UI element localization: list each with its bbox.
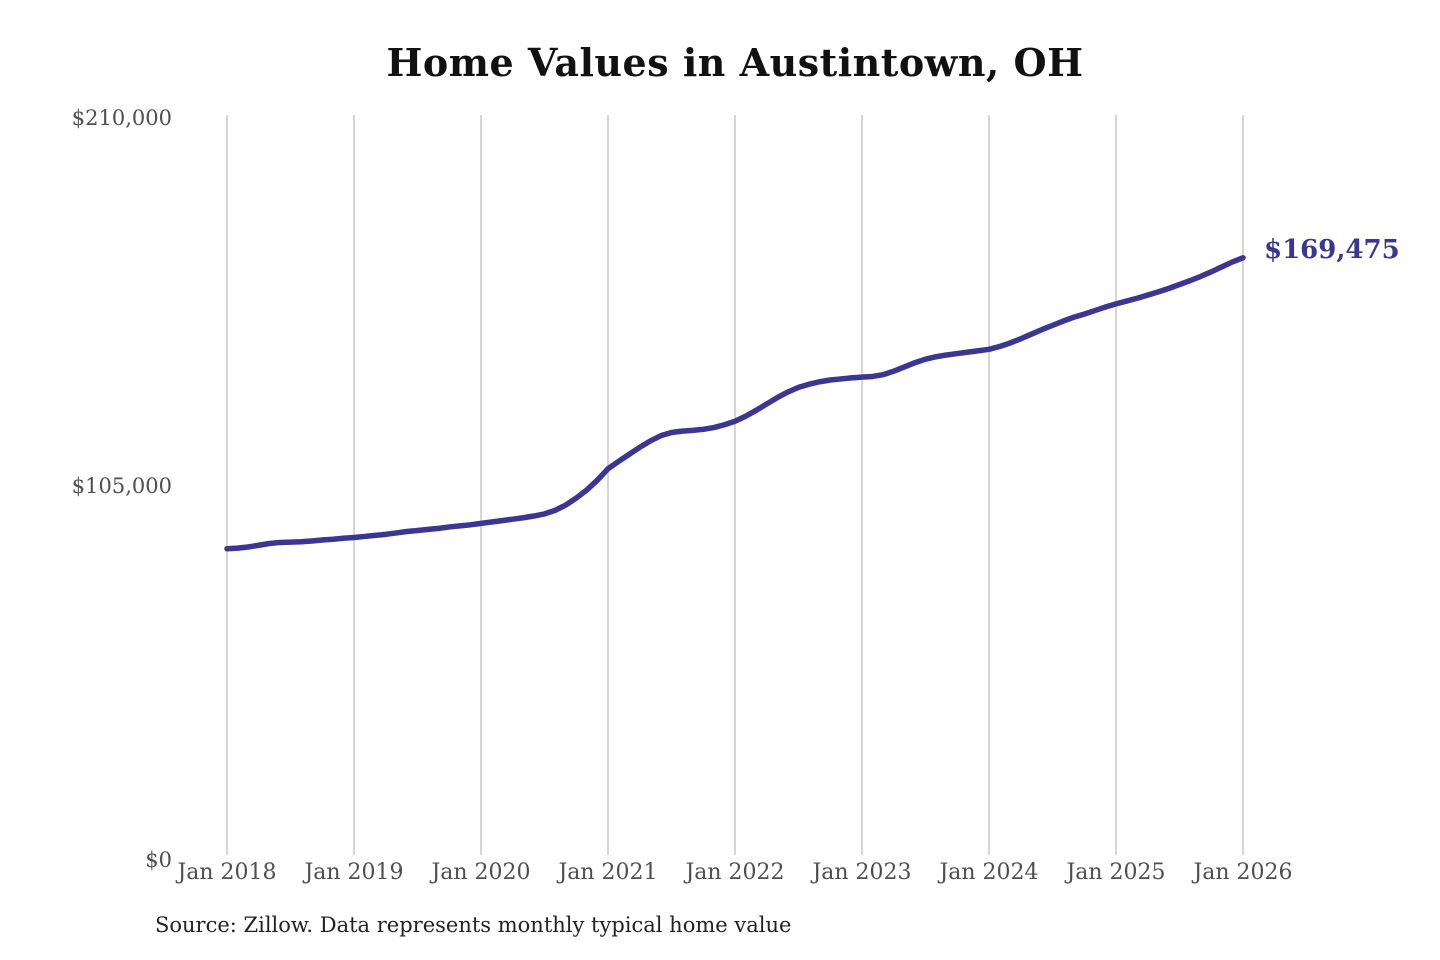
y-axis-tick-label-105000: $105,000 <box>71 474 172 498</box>
x-axis-tick-label-jan-2026: Jan 2026 <box>1193 860 1293 885</box>
x-axis-tick-label-jan-2019: Jan 2019 <box>304 860 404 885</box>
chart-title: Home Values in Austintown, OH <box>386 40 1084 85</box>
end-value-annotation: $169,475 <box>1264 235 1400 265</box>
x-axis-tick-label-jan-2020: Jan 2020 <box>431 860 531 885</box>
x-axis-tick-label-jan-2022: Jan 2022 <box>685 860 785 885</box>
x-axis-tick-label-jan-2018: Jan 2018 <box>177 860 277 885</box>
y-axis-tick-label-210000: $210,000 <box>71 106 172 130</box>
x-axis-tick-label-jan-2025: Jan 2025 <box>1066 860 1166 885</box>
x-axis-tick-label-jan-2024: Jan 2024 <box>939 860 1039 885</box>
vertical-gridlines <box>226 115 1244 855</box>
source-note: Source: Zillow. Data represents monthly … <box>155 913 792 937</box>
x-axis-tick-label-jan-2021: Jan 2021 <box>558 860 658 885</box>
y-axis-tick-label-0: $0 <box>145 848 172 872</box>
home-value-line-series <box>224 255 1246 552</box>
x-axis-tick-label-jan-2023: Jan 2023 <box>812 860 912 885</box>
